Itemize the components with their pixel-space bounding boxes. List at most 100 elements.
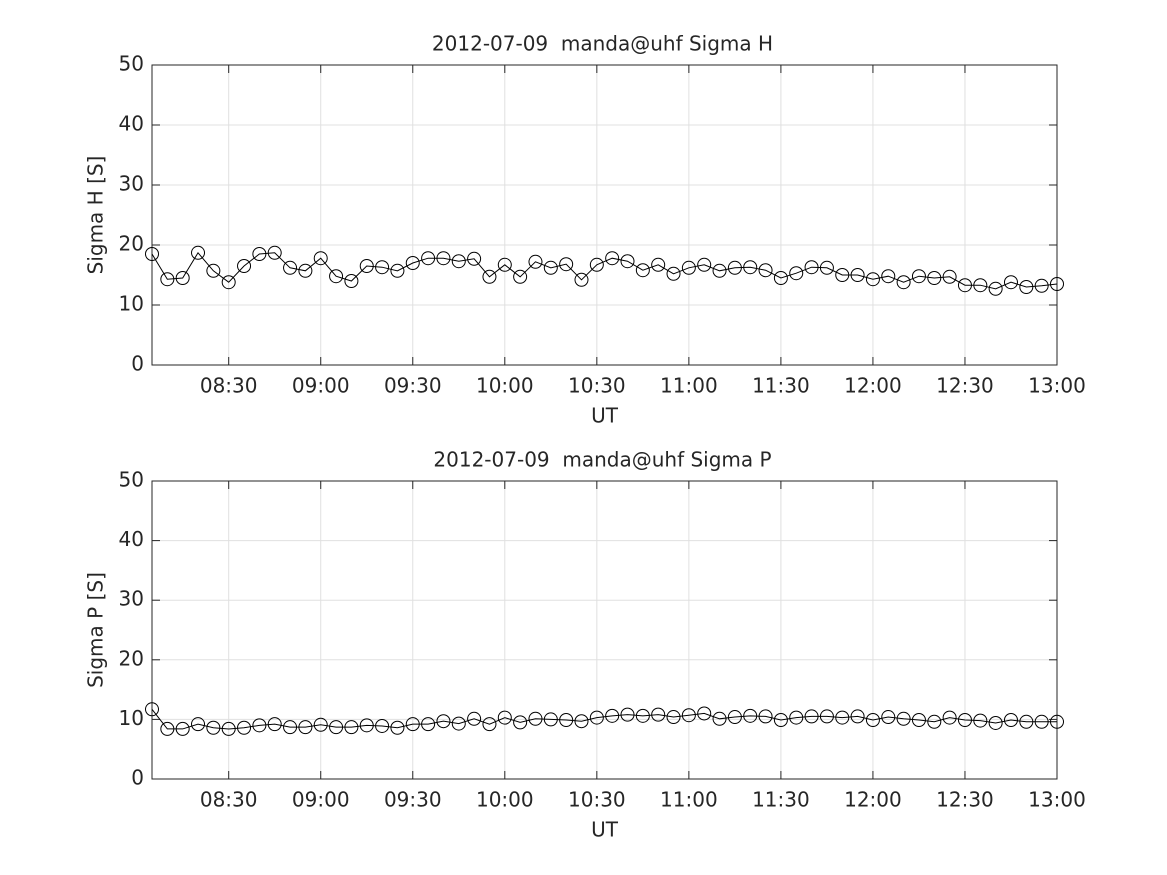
plot-frame bbox=[151, 480, 1058, 780]
marker bbox=[375, 718, 390, 733]
marker bbox=[819, 260, 834, 275]
marker bbox=[865, 712, 880, 727]
marker bbox=[528, 254, 543, 269]
marker bbox=[206, 263, 221, 278]
plot-frame bbox=[151, 64, 1058, 366]
marker bbox=[666, 266, 681, 281]
marker bbox=[1050, 277, 1064, 291]
marker bbox=[789, 710, 804, 725]
marker bbox=[175, 721, 190, 736]
marker bbox=[850, 268, 865, 282]
marker bbox=[896, 275, 911, 290]
x-tick-label: 11:30 bbox=[752, 788, 810, 812]
marker bbox=[605, 708, 620, 723]
marker bbox=[589, 710, 604, 725]
marker bbox=[513, 715, 528, 730]
marker bbox=[528, 711, 543, 726]
marker bbox=[605, 251, 620, 266]
x-tick-label: 09:30 bbox=[384, 374, 442, 398]
x-tick-label: 08:30 bbox=[200, 788, 258, 812]
marker bbox=[988, 715, 1003, 730]
marker bbox=[405, 717, 420, 732]
marker bbox=[743, 260, 758, 275]
marker bbox=[942, 710, 957, 725]
y-tick-label: 30 bbox=[119, 587, 144, 611]
marker bbox=[267, 717, 282, 732]
x-tick-label: 12:00 bbox=[844, 788, 902, 812]
marker bbox=[1003, 712, 1018, 727]
marker bbox=[467, 711, 482, 726]
marker bbox=[421, 251, 436, 266]
marker bbox=[497, 710, 512, 725]
x-tick-label: 10:00 bbox=[476, 374, 534, 398]
marker bbox=[390, 263, 405, 278]
marker bbox=[436, 251, 451, 266]
marker bbox=[835, 710, 850, 725]
y-tick-label: 50 bbox=[119, 468, 144, 492]
marker bbox=[927, 714, 942, 729]
marker bbox=[329, 720, 344, 735]
marker bbox=[252, 718, 267, 733]
x-tick-label: 13:00 bbox=[1028, 788, 1086, 812]
x-axis-label: UT bbox=[591, 404, 619, 428]
chart-title: 2012-07-09 manda@uhf Sigma H bbox=[432, 32, 773, 56]
marker bbox=[559, 257, 574, 272]
marker bbox=[881, 710, 896, 725]
marker bbox=[543, 712, 558, 727]
marker bbox=[375, 260, 390, 275]
plot-area bbox=[152, 65, 1057, 365]
marker bbox=[329, 269, 344, 284]
marker bbox=[467, 251, 482, 266]
marker bbox=[651, 707, 666, 722]
marker bbox=[666, 710, 681, 725]
marker bbox=[451, 716, 466, 731]
marker bbox=[896, 711, 911, 726]
marker bbox=[1050, 714, 1064, 729]
marker bbox=[359, 259, 374, 273]
marker bbox=[313, 251, 328, 266]
x-axis-label: UT bbox=[591, 818, 619, 842]
marker bbox=[513, 269, 528, 284]
marker bbox=[298, 263, 313, 278]
marker bbox=[819, 709, 834, 724]
y-tick-label: 30 bbox=[119, 172, 144, 196]
marker bbox=[298, 720, 313, 735]
marker bbox=[589, 257, 604, 272]
marker bbox=[973, 713, 988, 728]
x-tick-label: 09:00 bbox=[292, 374, 350, 398]
y-tick-label: 40 bbox=[119, 527, 144, 551]
x-tick-label: 09:30 bbox=[384, 788, 442, 812]
marker bbox=[1019, 280, 1034, 294]
y-tick-label: 0 bbox=[131, 352, 144, 376]
marker bbox=[758, 263, 773, 278]
marker bbox=[635, 708, 650, 723]
series-line bbox=[151, 251, 1058, 290]
marker bbox=[942, 269, 957, 284]
plot-area bbox=[152, 481, 1057, 779]
x-tick-label: 11:00 bbox=[660, 374, 718, 398]
marker bbox=[283, 260, 298, 275]
x-tick-label: 12:00 bbox=[844, 374, 902, 398]
marker bbox=[574, 714, 589, 729]
x-tick-label: 13:00 bbox=[1028, 374, 1086, 398]
marker bbox=[911, 712, 926, 727]
marker bbox=[835, 268, 850, 282]
marker bbox=[804, 709, 819, 724]
marker bbox=[191, 245, 206, 260]
marker bbox=[436, 714, 451, 729]
y-axis-label: Sigma P [S] bbox=[84, 572, 108, 688]
marker bbox=[160, 272, 175, 287]
marker bbox=[145, 247, 159, 261]
marker bbox=[927, 271, 942, 285]
marker bbox=[881, 269, 896, 284]
marker bbox=[1034, 278, 1049, 293]
marker bbox=[727, 260, 742, 275]
marker bbox=[237, 720, 252, 735]
y-tick-label: 50 bbox=[119, 52, 144, 76]
marker bbox=[482, 269, 497, 284]
series-line bbox=[151, 708, 1057, 730]
marker bbox=[359, 718, 374, 733]
marker bbox=[543, 260, 558, 275]
x-tick-label: 10:00 bbox=[476, 788, 534, 812]
